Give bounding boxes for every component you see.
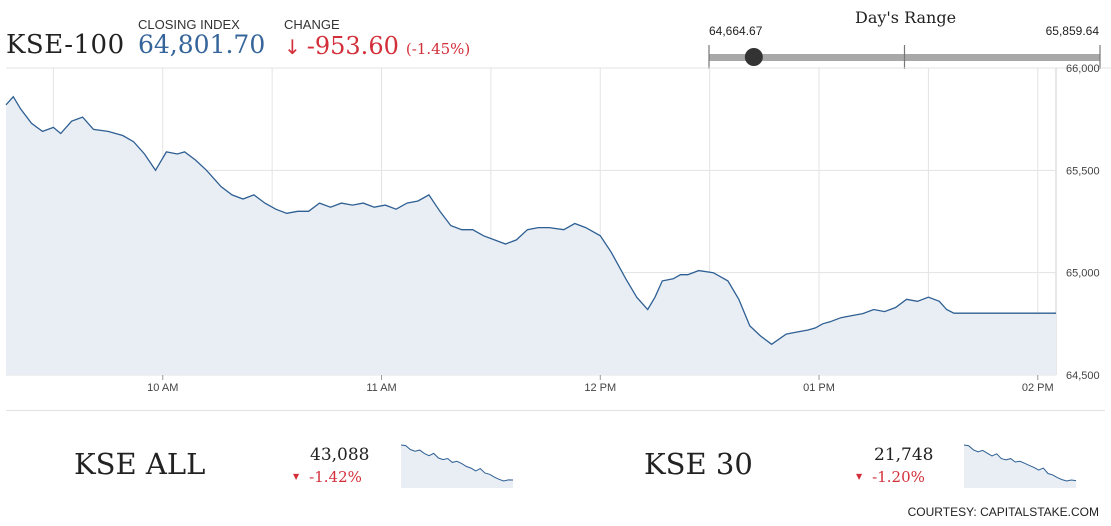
y-tick-label: 65,000: [1066, 268, 1100, 280]
kse-30-value: 21,748: [874, 445, 934, 465]
kse-30-sparkline: [963, 444, 1077, 488]
index-area-fill: [6, 96, 1056, 375]
divider: [6, 410, 1105, 411]
change-percent: (-1.45%): [405, 40, 471, 58]
index-name: KSE-100: [6, 30, 125, 60]
down-triangle-icon: ▼: [293, 472, 300, 481]
change-value: -953.60: [306, 32, 399, 60]
kse-all-change: ▼ -1.42%: [293, 468, 362, 486]
down-arrow-icon: ↓: [284, 35, 301, 59]
y-tick-label: 66,000: [1066, 63, 1100, 75]
courtesy-credit: COURTESY: CAPITALSTAKE.COM: [907, 505, 1099, 519]
sparkline-fill: [964, 445, 1076, 488]
days-range-title: Day's Range: [855, 8, 957, 27]
kse-30-change: ▼ -1.20%: [856, 468, 925, 486]
days-range-bar: [708, 45, 1101, 69]
x-tick-label: 02 PM: [1022, 382, 1054, 394]
kse-30-change-pct: -1.20%: [872, 468, 925, 486]
closing-index-label: CLOSING INDEX: [138, 17, 240, 32]
intraday-chart: 64,500 65,000 65,500 66,000 10 AM 11 AM 12 PM 0…: [5, 63, 1111, 394]
kse-all-sparkline: [400, 444, 514, 488]
kse-all-name: KSE ALL: [74, 447, 206, 481]
x-tick-label: 11 AM: [366, 382, 396, 394]
x-tick-label: 01 PM: [803, 382, 835, 394]
sparkline-line: [963, 444, 1077, 482]
x-tick-label: 10 AM: [147, 382, 178, 394]
days-range-low: 64,664.67: [709, 24, 763, 38]
change-label: CHANGE: [284, 17, 340, 32]
days-range-marker: [744, 48, 763, 66]
x-tick-label: 12 PM: [584, 382, 616, 394]
kse-all-value: 43,088: [310, 445, 370, 465]
y-tick-label: 64,500: [1066, 370, 1100, 382]
closing-index-value: 64,801.70: [138, 30, 266, 59]
change-group: ↓ -953.60 (-1.45%): [284, 32, 470, 60]
y-tick-label: 65,500: [1066, 165, 1100, 177]
kse-30-name: KSE 30: [644, 447, 753, 481]
sparkline-fill: [401, 445, 513, 488]
days-range-high: 65,859.64: [1045, 24, 1099, 38]
down-triangle-icon: ▼: [856, 472, 863, 481]
kse-all-change-pct: -1.42%: [309, 468, 362, 486]
index-line: [5, 95, 1056, 346]
sparkline-line: [400, 444, 514, 482]
